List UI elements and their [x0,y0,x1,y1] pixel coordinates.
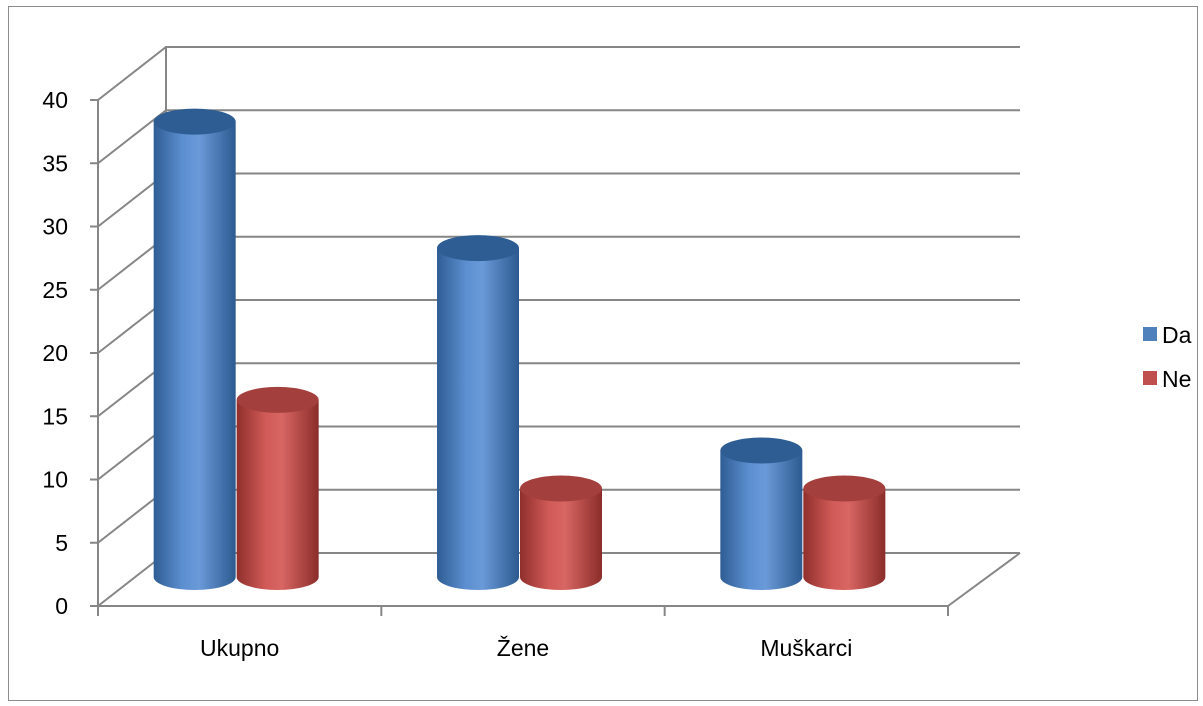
bar [236,386,319,590]
gridline [97,362,1020,418]
x-tick-label: Žene [497,635,549,661]
y-tick-label: 10 [42,467,68,493]
y-tick-label: 35 [42,150,68,176]
bar-top [803,475,886,502]
y-tick-label: 0 [55,593,68,619]
bar-body [803,488,886,590]
bar-top [437,235,519,262]
bar-body [236,399,319,590]
bar-top [153,108,236,135]
gridline [97,235,1020,291]
y-tick-label: 40 [42,87,68,113]
y-tick-label: 15 [42,403,68,429]
y-tick-label: 20 [42,340,68,366]
legend-swatch [1143,371,1157,385]
bar-body [153,121,236,590]
gridline [97,46,1020,101]
legend-label: Da [1162,322,1192,348]
bar-top [720,437,803,464]
bar-top [520,475,602,502]
bar-top [236,386,319,413]
bar-body [720,450,803,590]
gridline [97,425,1020,481]
x-tick-label: Muškarci [760,635,852,661]
x-tick-label: Ukupno [200,635,279,661]
gridline [97,109,1020,165]
bar [153,108,236,590]
gridline [97,172,1020,228]
y-tick-label: 25 [42,277,68,303]
bars [153,108,886,590]
y-axis-ticks: 0 5 10 15 20 25 30 35 40 [42,87,98,619]
legend-label: Ne [1162,366,1191,392]
gridline [97,299,1020,354]
bar [520,475,602,590]
bar-body [437,248,519,590]
bar [720,437,803,590]
legend-swatch [1143,327,1157,341]
legend: Da Ne [1143,322,1192,392]
x-axis-ticks: Ukupno Žene Muškarci [97,606,949,661]
bar [803,475,886,590]
bar [437,235,519,590]
y-tick-label: 30 [42,214,68,240]
bar-body [520,488,602,590]
y-tick-label: 5 [55,530,68,556]
floor-right-edge [947,552,1021,607]
